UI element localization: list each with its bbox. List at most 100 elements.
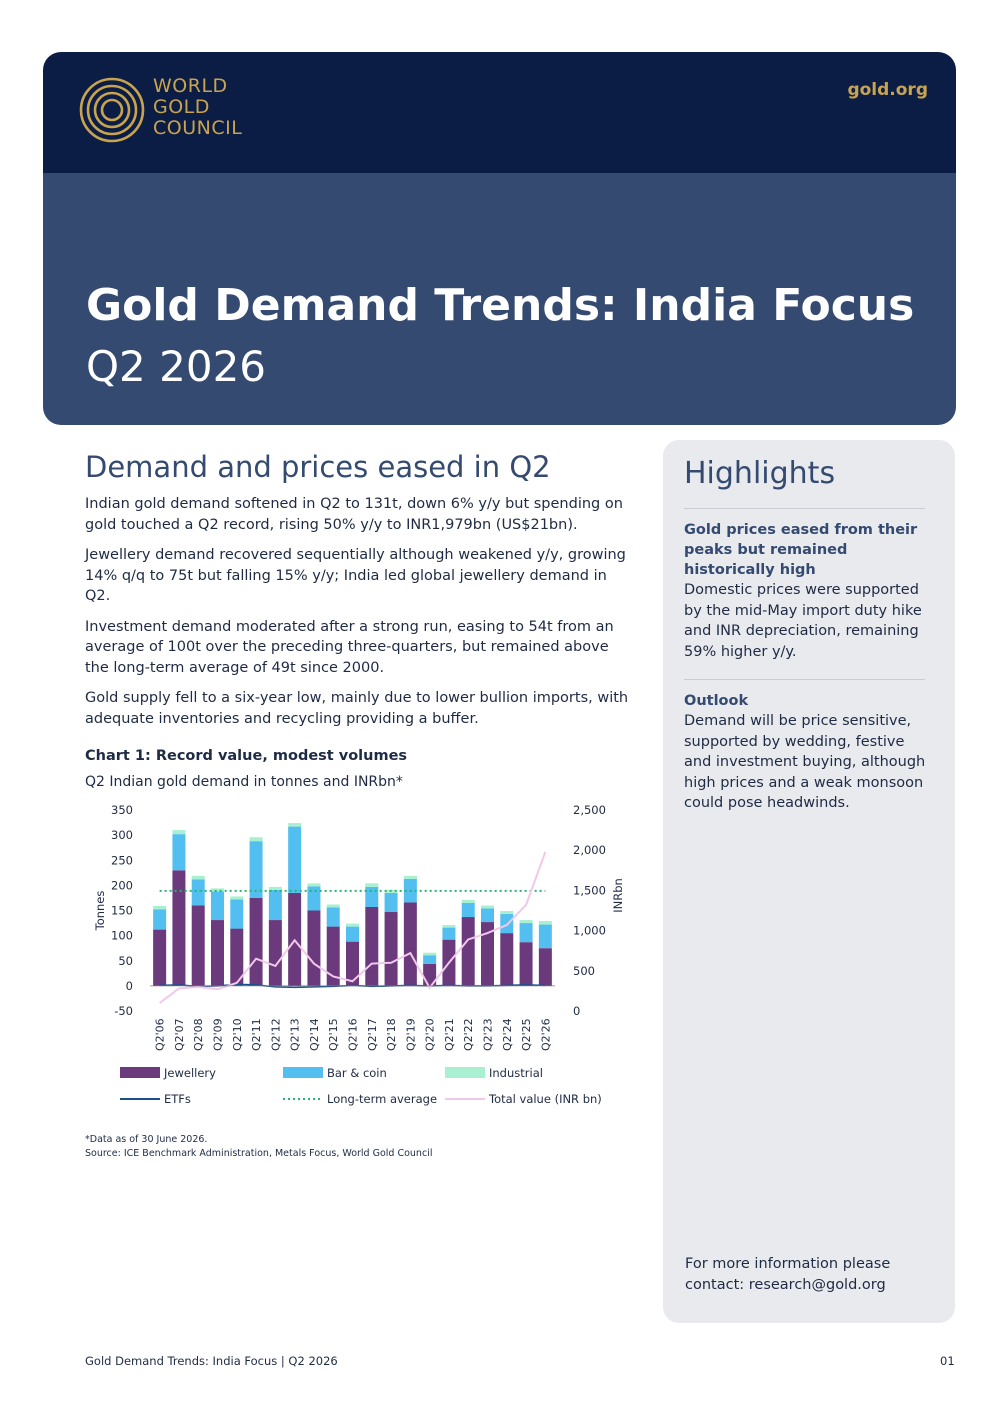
y-tick-label: 50 — [118, 954, 133, 968]
highlight-item: Outlook Demand will be price sensitive, … — [684, 691, 929, 814]
highlights-panel: Highlights Gold prices eased from their … — [663, 440, 955, 1323]
y-tick-label: -50 — [114, 1004, 133, 1018]
x-tick-label: Q2'17 — [366, 1018, 379, 1051]
bar-jewellery — [172, 870, 186, 986]
x-tick-label: Q2'08 — [192, 1018, 205, 1051]
x-tick-label: Q2'19 — [404, 1018, 417, 1051]
demand-chart: 350300250200150100500-502,5002,0001,5001… — [93, 803, 625, 1106]
section-heading: Demand and prices eased in Q2 — [85, 450, 551, 484]
chart-subtitle: Q2 Indian gold demand in tonnes and INRb… — [85, 774, 403, 790]
bar-jewellery — [230, 928, 244, 986]
divider — [684, 679, 925, 680]
bar-industrial — [191, 875, 205, 880]
bar-bar-coin — [326, 907, 340, 927]
x-tick-label: Q2'20 — [424, 1018, 437, 1051]
y2-tick-label: 2,000 — [573, 843, 606, 857]
legend-bar-coin-swatch — [283, 1067, 323, 1078]
y2-tick-label: 500 — [573, 964, 595, 978]
y-tick-label: 0 — [126, 979, 133, 993]
x-tick-label: Q2'09 — [212, 1018, 225, 1051]
x-tick-label: Q2'14 — [308, 1018, 321, 1051]
bar-bar-coin — [384, 892, 398, 913]
bar-industrial — [307, 883, 321, 887]
highlight-body: Demand will be price sensitive, supporte… — [684, 713, 926, 811]
highlight-head: Gold prices eased from their peaks but r… — [684, 522, 918, 578]
bar-bar-coin — [307, 886, 321, 911]
paragraph: Jewellery demand recovered sequentially … — [85, 547, 626, 604]
x-tick-label: Q2'10 — [231, 1018, 244, 1051]
bar-jewellery — [153, 929, 167, 986]
bar-bar-coin — [481, 908, 494, 923]
site-link[interactable]: gold.org — [847, 80, 928, 100]
title-band: Gold Demand Trends: India Focus Q2 2026 — [43, 150, 956, 425]
legend-bar-coin-label: Bar & coin — [327, 1066, 387, 1080]
x-tick-label: Q2'18 — [385, 1018, 398, 1051]
header-bar: WORLD GOLD COUNCIL gold.org — [43, 52, 956, 173]
bar-industrial — [519, 920, 533, 924]
x-tick-label: Q2'25 — [520, 1018, 533, 1051]
page-number: 01 — [940, 1354, 955, 1368]
bar-jewellery — [538, 948, 552, 986]
bar-bar-coin — [211, 891, 224, 921]
legend-jewellery-swatch — [120, 1067, 160, 1078]
legend-jewellery-label: Jewellery — [163, 1066, 216, 1080]
bar-bar-coin — [288, 826, 302, 893]
bar-bar-coin — [191, 879, 205, 906]
bar-industrial — [442, 925, 456, 928]
y-tick-label: 200 — [111, 878, 133, 892]
world-gold-council-logo[interactable]: WORLD GOLD COUNCIL — [78, 76, 278, 146]
bar-industrial — [423, 952, 437, 956]
x-tick-label: Q2'13 — [289, 1018, 302, 1051]
bar-industrial — [481, 905, 494, 909]
x-tick-label: Q2'06 — [154, 1018, 167, 1051]
y-axis-label: Tonnes — [93, 891, 107, 932]
contact-info: For more information please contact: res… — [685, 1256, 891, 1293]
logo-wordmark: WORLD GOLD COUNCIL — [153, 75, 243, 139]
highlight-body: Domestic prices were supported by the mi… — [684, 582, 922, 660]
bar-bar-coin — [346, 926, 359, 942]
x-tick-label: Q2'16 — [347, 1018, 360, 1051]
y2-tick-label: 1,500 — [573, 883, 606, 897]
gold-rings-icon — [79, 77, 145, 143]
highlights-heading: Highlights — [684, 456, 836, 491]
highlight-head: Outlook — [684, 693, 749, 709]
divider — [684, 508, 925, 509]
x-tick-label: Q2'26 — [539, 1018, 552, 1051]
bar-jewellery — [346, 941, 359, 986]
bar-industrial — [211, 888, 224, 892]
bar-bar-coin — [249, 841, 263, 898]
chart-source: Source: ICE Benchmark Administration, Me… — [85, 1148, 433, 1159]
main-content: Demand and prices eased in Q2 Indian gol… — [85, 450, 630, 739]
x-tick-label: Q2'12 — [269, 1018, 282, 1051]
x-tick-label: Q2'22 — [462, 1018, 475, 1051]
y-tick-label: 250 — [111, 853, 133, 867]
bar-jewellery — [249, 897, 263, 986]
page-subtitle: Q2 2026 — [86, 342, 267, 391]
y-tick-label: 350 — [111, 803, 133, 817]
bar-bar-coin — [461, 902, 475, 918]
bar-jewellery — [461, 917, 475, 986]
footer-title: Gold Demand Trends: India Focus | Q2 202… — [85, 1354, 338, 1368]
y-tick-label: 100 — [111, 929, 133, 943]
y2-tick-label: 0 — [573, 1004, 580, 1018]
bar-bar-coin — [423, 955, 437, 964]
chart-title: Chart 1: Record value, modest volumes — [85, 748, 408, 764]
bar-bar-coin — [268, 889, 282, 921]
total-value-line — [159, 851, 547, 1004]
paragraph: Indian gold demand softened in Q2 to 131… — [85, 496, 623, 533]
page-title: Gold Demand Trends: India Focus — [86, 280, 915, 331]
bar-jewellery — [500, 933, 514, 986]
chart-footnote: *Data as of 30 June 2026. — [85, 1134, 208, 1145]
bar-industrial — [500, 911, 514, 915]
bar-jewellery — [519, 942, 533, 986]
bar-industrial — [172, 830, 186, 835]
legend-industrial-label: Industrial — [489, 1066, 543, 1080]
bar-industrial — [288, 823, 302, 827]
bar-jewellery — [326, 926, 340, 986]
bar-industrial — [326, 904, 340, 908]
bar-jewellery — [211, 920, 224, 986]
y2-tick-label: 1,000 — [573, 924, 606, 938]
x-tick-label: Q2'15 — [327, 1018, 340, 1051]
bar-jewellery — [191, 905, 205, 986]
bar-bar-coin — [365, 886, 379, 907]
